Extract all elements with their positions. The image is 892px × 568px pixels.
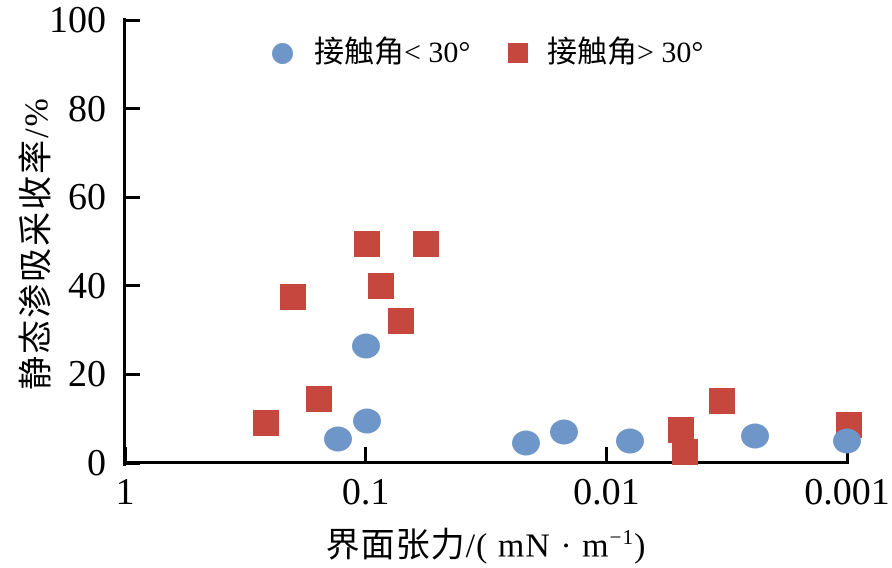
data-point-square — [252, 410, 279, 437]
y-axis-tick-label: 20 — [68, 353, 106, 396]
x-axis-tick-label: 0.1 — [341, 471, 390, 513]
data-point-square — [353, 230, 380, 257]
data-point-square — [306, 385, 333, 412]
x-axis-tick-label: 0.01 — [573, 471, 640, 513]
data-point-circle — [351, 333, 380, 359]
data-point-square — [667, 416, 694, 443]
data-point-square — [368, 272, 395, 299]
y-axis-tick — [126, 195, 140, 199]
y-axis-tick — [126, 461, 140, 465]
x-axis-tick-label: 0.001 — [804, 471, 890, 513]
x-axis-title-close-paren: ) — [634, 527, 647, 565]
x-axis-tick-label: 1 — [115, 471, 135, 513]
data-point-circle — [615, 428, 644, 454]
data-point-square — [388, 308, 415, 335]
data-point-circle — [741, 423, 770, 449]
data-point-square — [709, 387, 736, 414]
data-point-square — [413, 230, 440, 257]
y-axis-tick-label: 80 — [68, 87, 106, 130]
legend-label: 接触角> 30° — [547, 36, 704, 69]
y-axis-line — [123, 18, 126, 466]
y-axis-title: 静态渗吸采收率/% — [18, 96, 56, 390]
legend-square-marker-icon — [508, 43, 528, 63]
x-axis-tick — [123, 447, 127, 461]
data-point-circle — [324, 426, 353, 452]
x-axis-tick — [845, 447, 849, 461]
x-axis-tick — [364, 447, 368, 461]
x-axis-title-superscript: −1 — [609, 525, 635, 549]
legend-item-contact-angle-lt-30: 接触角< 30° — [272, 36, 470, 70]
legend-label: 接触角< 30° — [314, 36, 471, 69]
data-point-circle — [512, 430, 541, 456]
data-point-circle — [833, 428, 861, 454]
y-axis-tick — [126, 18, 140, 22]
data-point-circle — [352, 408, 381, 434]
y-axis-tick-label: 0 — [87, 442, 106, 484]
y-axis-tick-label: 60 — [68, 176, 106, 219]
data-point-square — [280, 283, 307, 310]
x-axis-title-text: 界面张力/( mN · m — [325, 527, 610, 565]
y-axis-tick — [126, 372, 140, 376]
y-axis-tick — [126, 107, 140, 111]
x-axis-line — [123, 461, 849, 464]
data-point-circle — [549, 419, 578, 445]
data-point-square — [672, 438, 699, 465]
legend-item-contact-angle-gt-30: 接触角> 30° — [508, 36, 703, 70]
x-axis-tick — [604, 447, 608, 461]
y-axis-tick — [126, 284, 140, 288]
x-axis-title: 界面张力/( mN · m−1) — [326, 517, 647, 566]
y-axis-tick-label: 40 — [68, 264, 106, 307]
legend-circle-marker-icon — [272, 42, 293, 64]
y-axis-tick-label: 100 — [49, 0, 106, 41]
